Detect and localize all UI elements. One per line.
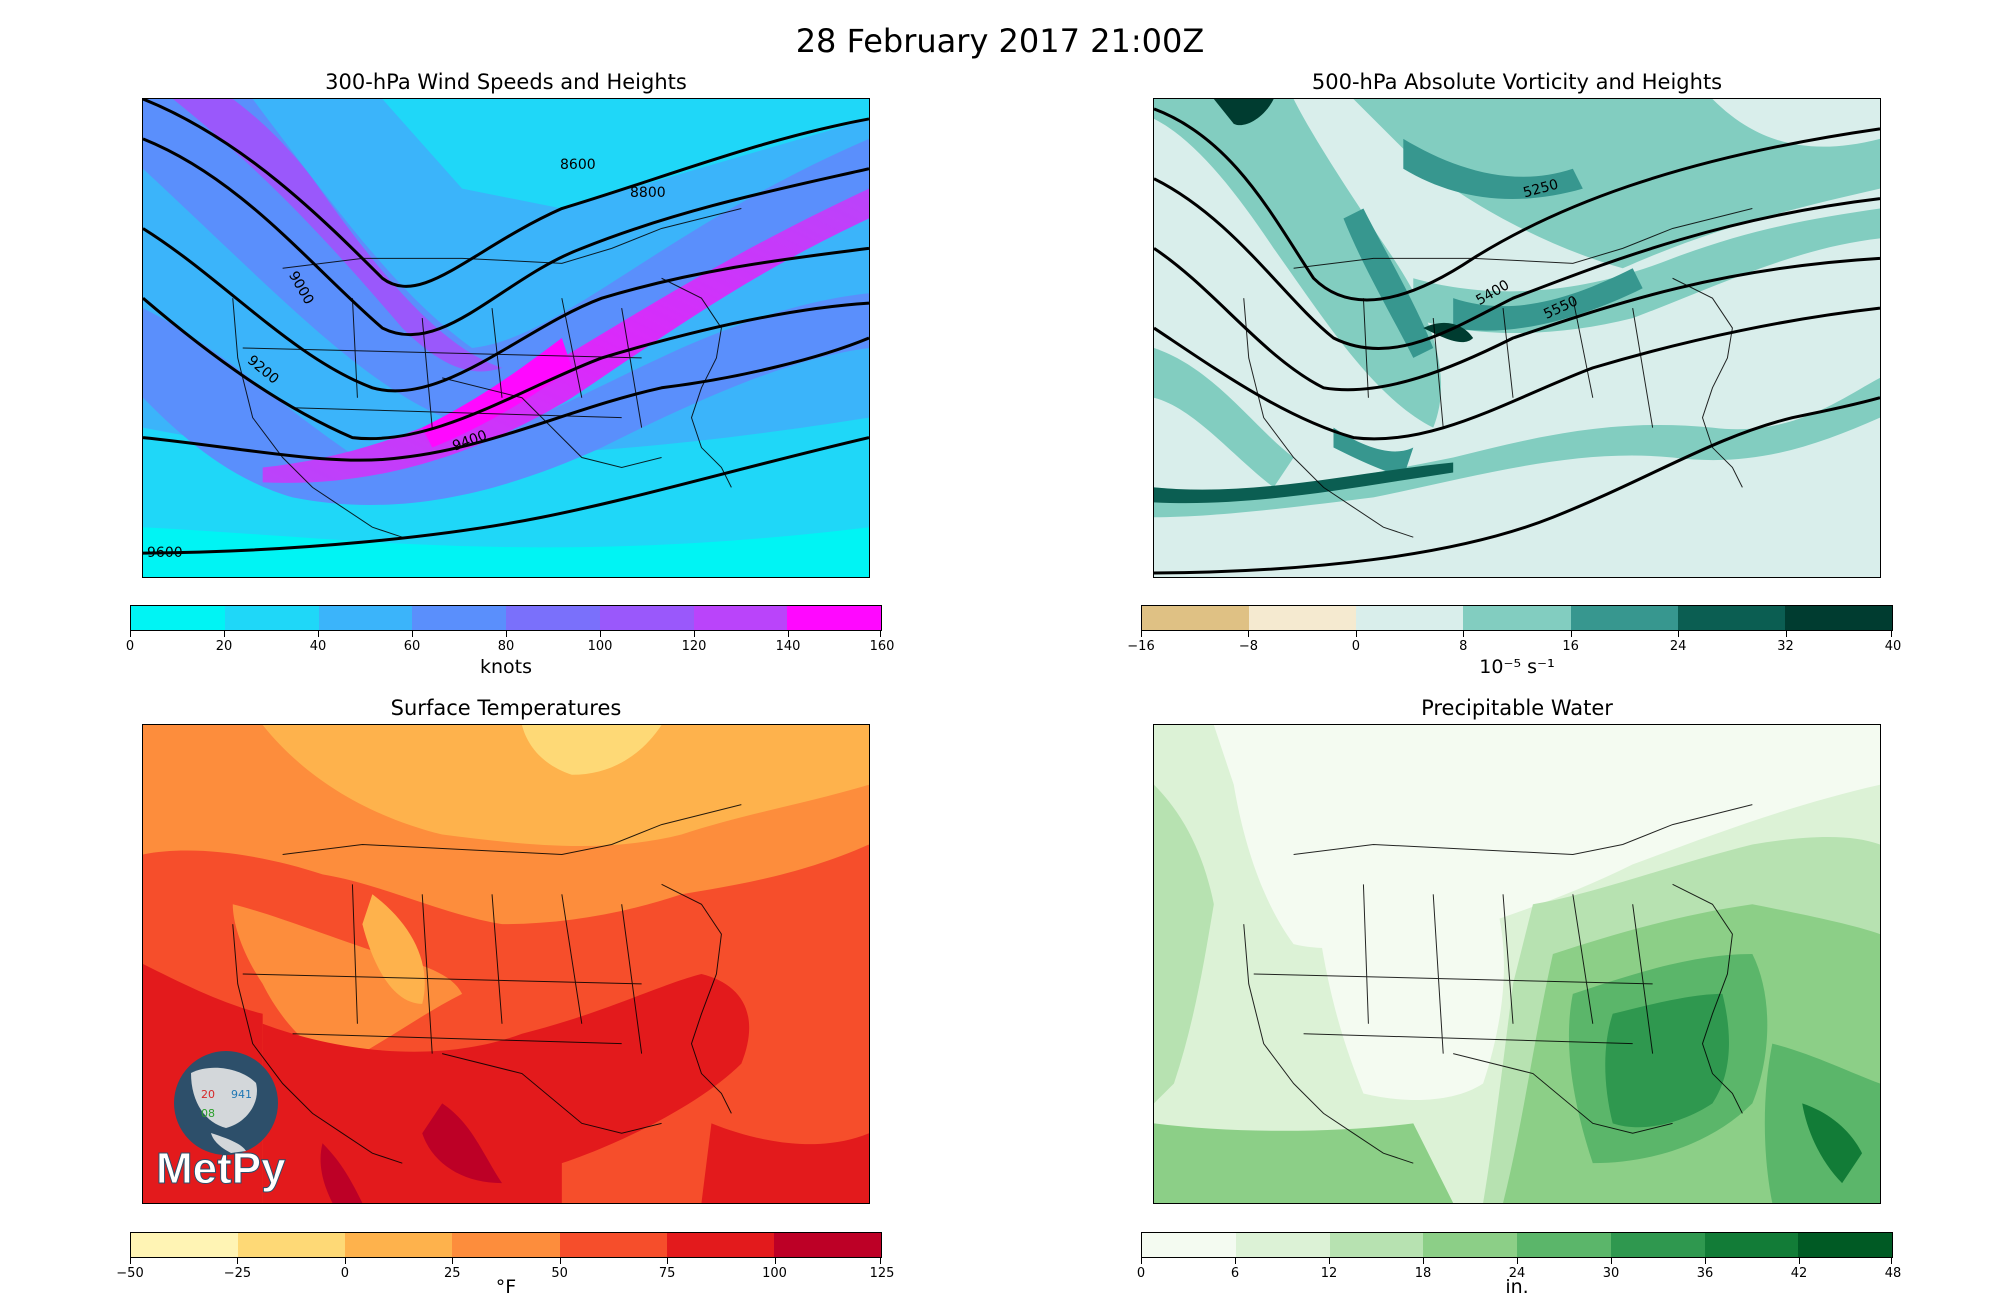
tick-label: 100 — [762, 1266, 787, 1281]
colorbar-vorticity — [1141, 605, 1893, 631]
tick-label: 36 — [1696, 1266, 1714, 1281]
map-300hpa-wind — [142, 98, 870, 578]
tick-label: −50 — [116, 1266, 144, 1281]
tick-label: 25 — [444, 1266, 461, 1281]
tick-label: 8 — [1459, 639, 1468, 654]
tick-label: 0 — [1136, 1266, 1146, 1281]
logo-temp-value: 20 — [201, 1088, 215, 1101]
tick-label: 16 — [1562, 639, 1579, 654]
tick-label: −16 — [1127, 639, 1155, 654]
colorbar-pw-ticks: 0 6 12 18 24 30 36 42 48 — [1137, 1258, 1901, 1281]
contour-label: 9600 — [147, 545, 183, 561]
logo-dewpoint-value: 08 — [201, 1107, 215, 1120]
colorbar-vorticity-label: 10⁻⁵ s⁻¹ — [1479, 656, 1555, 678]
tick-label: 32 — [1777, 639, 1794, 654]
tick-label: 50 — [551, 1266, 568, 1281]
tick-label: 42 — [1790, 1266, 1808, 1281]
map-precipitable-water — [1153, 724, 1881, 1204]
tick-label: 24 — [1669, 639, 1687, 654]
panel-2-title: 500-hPa Absolute Vorticity and Heights — [1311, 70, 1723, 94]
tick-label: 12 — [1320, 1266, 1338, 1281]
tick-label: 120 — [681, 639, 707, 654]
tick-label: 24 — [1508, 1266, 1526, 1281]
colorbar-wind-ticks: 0 20 40 60 80 100 120 140 160 — [126, 631, 894, 654]
tick-label: 0 — [125, 639, 135, 654]
map-500hpa-vorticity — [1153, 98, 1881, 578]
tick-label: 160 — [869, 639, 895, 654]
tick-label: 20 — [215, 639, 233, 654]
tick-label: 75 — [658, 1266, 676, 1281]
colorbar-temperature — [130, 1232, 882, 1258]
svg-text:MetPy: MetPy — [156, 1144, 286, 1193]
colorbar-pw-label: in. — [1505, 1276, 1529, 1298]
contour-label: 8600 — [560, 157, 596, 173]
tick-label: 0 — [1351, 639, 1360, 654]
tick-label: 140 — [775, 639, 801, 654]
map-surface-temperatures: MetPy 20 941 08 — [142, 724, 870, 1204]
tick-label: 6 — [1230, 1266, 1240, 1281]
tick-label: 125 — [869, 1266, 895, 1281]
tick-label: 30 — [1602, 1266, 1620, 1281]
tick-label: 60 — [403, 639, 421, 654]
tick-label: 100 — [587, 639, 613, 654]
tick-label: 18 — [1414, 1266, 1432, 1281]
colorbar-temperature-label: °F — [495, 1276, 517, 1298]
tick-label: 0 — [340, 1266, 349, 1281]
colorbar-precipitable-water — [1141, 1232, 1893, 1258]
panel-1-title: 300-hPa Wind Speeds and Heights — [325, 70, 687, 94]
figure-title: 28 February 2017 21:00Z — [795, 22, 1205, 60]
tick-label: −25 — [223, 1266, 252, 1281]
metpy-logo: MetPy 20 941 08 — [151, 1043, 301, 1193]
colorbar-temperature-ticks: −50 −25 0 25 50 75 100 125 — [116, 1258, 894, 1281]
panel-4-title: Precipitable Water — [1421, 696, 1613, 720]
colorbar-wind-label: knots — [479, 656, 533, 678]
colorbar-vorticity-ticks: −16 −8 0 8 16 24 32 40 — [1127, 631, 1901, 654]
tick-label: 80 — [497, 639, 515, 654]
tick-label: 40 — [309, 639, 327, 654]
tick-label: 48 — [1884, 1266, 1902, 1281]
panel-3-title: Surface Temperatures — [390, 696, 622, 720]
tick-label: −8 — [1238, 639, 1259, 654]
colorbar-wind-speed — [130, 605, 882, 631]
contour-label: 8800 — [630, 185, 666, 201]
tick-label: 40 — [1884, 639, 1902, 654]
logo-pressure-value: 941 — [231, 1088, 252, 1101]
